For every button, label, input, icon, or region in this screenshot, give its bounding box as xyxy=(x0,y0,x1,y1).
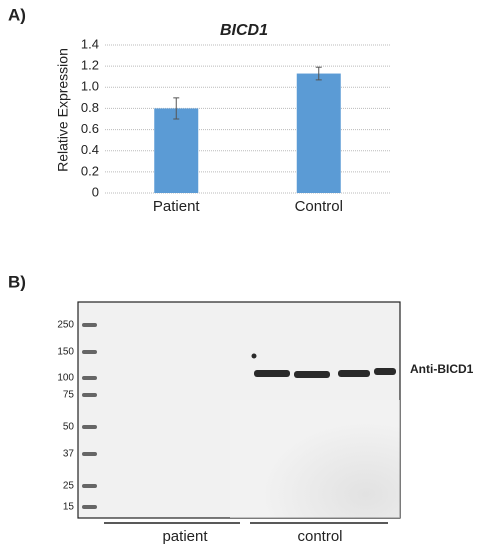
group-label: control xyxy=(297,528,342,545)
blot-smear xyxy=(230,400,400,518)
bar xyxy=(296,73,341,193)
ladder-label: 75 xyxy=(63,390,75,401)
ladder-band xyxy=(82,484,97,488)
y-tick-label: 0.8 xyxy=(81,100,99,115)
x-tick-label: Patient xyxy=(153,198,201,215)
ladder-band xyxy=(82,350,97,354)
ladder-label: 100 xyxy=(57,373,74,384)
ladder-label: 25 xyxy=(63,481,75,492)
y-tick-label: 1.4 xyxy=(81,36,99,51)
band xyxy=(294,371,330,378)
ladder-label: 250 xyxy=(57,320,74,331)
ladder-band xyxy=(82,376,97,380)
ladder-band xyxy=(82,393,97,397)
chart-title: BICD1 xyxy=(220,22,268,39)
group-label: patient xyxy=(162,528,208,545)
band xyxy=(254,370,290,377)
ladder-label: 50 xyxy=(63,422,75,433)
antibody-label: Anti-BICD1 xyxy=(410,362,474,376)
ladder-label: 15 xyxy=(63,502,75,513)
ladder-band xyxy=(82,505,97,509)
y-tick-label: 0.2 xyxy=(81,163,99,178)
band xyxy=(338,370,370,377)
y-tick-label: 0.6 xyxy=(81,121,99,136)
y-tick-label: 1.2 xyxy=(81,58,99,73)
ladder-band xyxy=(82,425,97,429)
panel-label: B) xyxy=(8,272,26,291)
y-axis-label: Relative Expression xyxy=(55,48,71,172)
ladder-label: 37 xyxy=(63,449,75,460)
ladder-label: 150 xyxy=(57,347,74,358)
x-tick-label: Control xyxy=(295,198,343,215)
ladder-band xyxy=(82,323,97,327)
bar xyxy=(154,108,199,193)
ladder-band xyxy=(82,452,97,456)
speck xyxy=(251,353,257,359)
y-tick-label: 0.4 xyxy=(81,142,99,157)
panel-label: A) xyxy=(8,5,26,24)
band xyxy=(374,368,396,375)
bands xyxy=(251,353,396,378)
y-tick-label: 1.0 xyxy=(81,79,99,94)
y-tick-label: 0 xyxy=(92,184,99,199)
